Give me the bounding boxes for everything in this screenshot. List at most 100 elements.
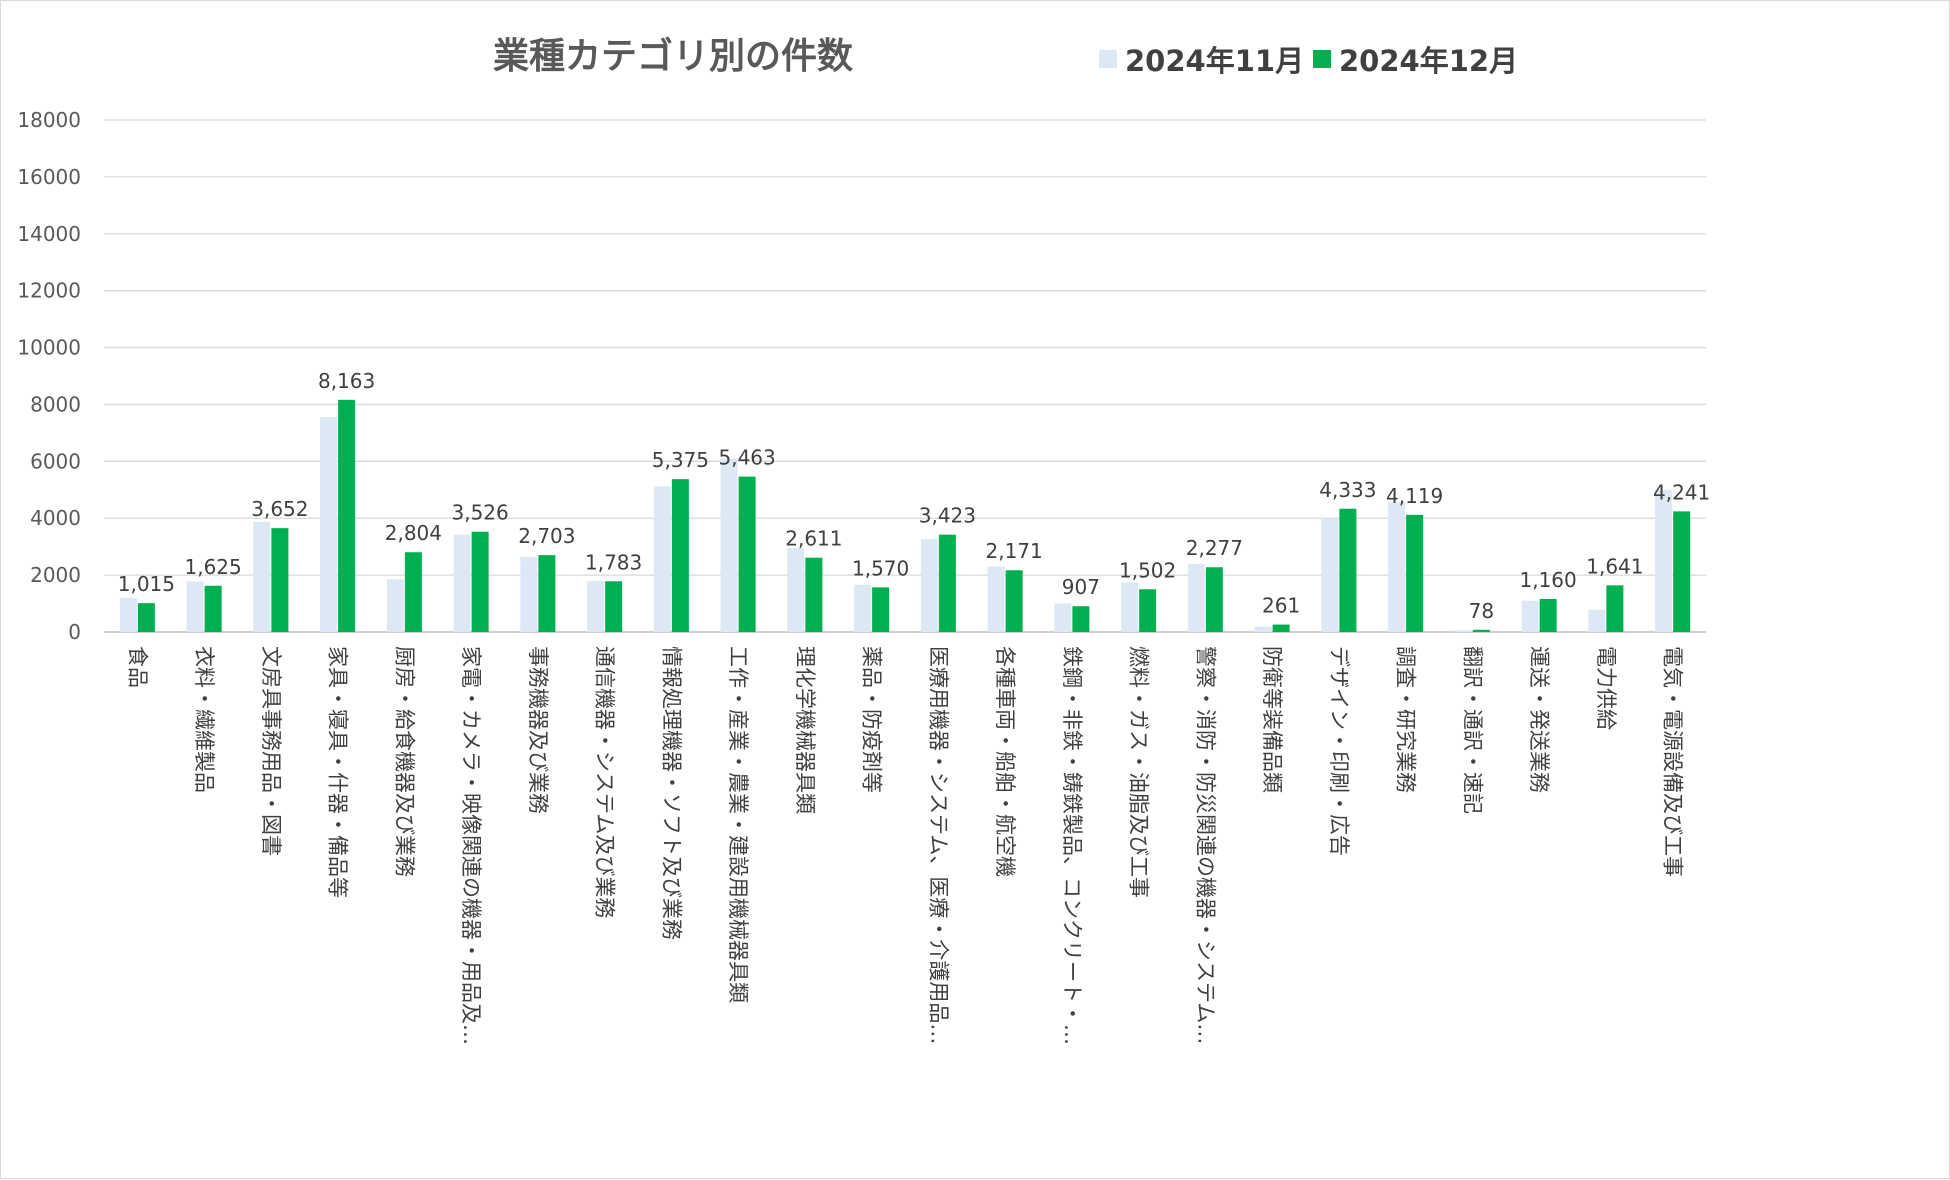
bar-2024-12 xyxy=(1272,624,1290,632)
bar-2024-11 xyxy=(1454,630,1472,632)
data-label-2024-12: 1,641 xyxy=(1586,554,1643,578)
category-label: 各種車両・船舶・航空機 xyxy=(993,646,1017,877)
bar-2024-12 xyxy=(137,603,155,632)
bar-2024-11 xyxy=(587,581,605,632)
data-label-2024-12: 3,652 xyxy=(251,497,308,521)
category-label: 警察・消防・防災関連の機器・システム… xyxy=(1193,646,1217,1044)
bar-2024-11 xyxy=(1054,603,1072,632)
legend-label-nov: 2024年11月 xyxy=(1125,44,1304,78)
category-label: 情報処理機器・ソフト及び業務 xyxy=(659,646,683,940)
category-label: 厨房・給食機器及び業務 xyxy=(392,646,416,877)
bar-2024-11 xyxy=(186,581,204,632)
category-label: 文房具事務用品・図書 xyxy=(259,646,283,856)
bar-2024-11 xyxy=(720,458,738,632)
y-tick-label: 2000 xyxy=(30,563,81,587)
y-tick-label: 4000 xyxy=(30,506,81,530)
bar-2024-11 xyxy=(1121,582,1139,632)
bar-2024-12 xyxy=(1472,629,1490,632)
category-label: 衣料・繊維製品 xyxy=(192,646,216,793)
bar-2024-11 xyxy=(653,486,671,632)
bar-2024-11 xyxy=(1655,489,1673,632)
bar-2024-11 xyxy=(253,521,271,632)
category-label: 翻訳・通訳・速記 xyxy=(1460,646,1484,814)
bar-2024-11 xyxy=(1521,600,1539,632)
bar-2024-12 xyxy=(271,528,289,632)
data-label-2024-12: 4,241 xyxy=(1653,480,1710,504)
bar-2024-12 xyxy=(471,531,489,632)
category-label: 運送・発送業務 xyxy=(1527,646,1551,793)
bar-2024-12 xyxy=(671,479,689,632)
bar-2024-12 xyxy=(1406,514,1424,632)
data-label-2024-12: 2,703 xyxy=(518,524,575,548)
x-axis-categories: 食品 衣料・繊維製品 文房具事務用品・図書 家具・寝具・什器・備品等 厨房・給食機器及び… xyxy=(125,646,1684,1045)
category-label: 工作・産業・農業・建設用機械器具類 xyxy=(726,646,750,1003)
data-label-2024-12: 5,463 xyxy=(718,446,775,470)
data-label-2024-12: 2,804 xyxy=(385,521,442,545)
data-label-2024-12: 78 xyxy=(1469,599,1494,623)
bar-2024-12 xyxy=(1005,570,1023,632)
category-label: 防衛等装備品類 xyxy=(1260,646,1284,793)
category-label: 医療用機器・システム、医療・介護用品… xyxy=(926,646,950,1044)
legend-swatch-nov xyxy=(1099,50,1117,68)
data-label-2024-12: 4,119 xyxy=(1386,484,1443,508)
bar-2024-12 xyxy=(872,587,890,632)
bar-2024-12 xyxy=(1539,599,1557,632)
bars xyxy=(119,399,1691,632)
legend-label-dec: 2024年12月 xyxy=(1339,44,1518,78)
data-label-2024-12: 907 xyxy=(1062,575,1100,599)
bar-2024-11 xyxy=(1388,502,1406,632)
category-label: 食品 xyxy=(125,646,149,688)
y-tick-label: 6000 xyxy=(30,449,81,473)
bar-2024-11 xyxy=(320,416,338,632)
category-label: デザイン・印刷・広告 xyxy=(1327,646,1351,856)
data-label-2024-12: 2,277 xyxy=(1186,536,1243,560)
category-label: 家電・カメラ・映像関連の機器・用品及… xyxy=(459,646,483,1045)
bar-2024-12 xyxy=(738,476,756,632)
category-label: 理化学機械器具類 xyxy=(793,646,817,814)
data-label-2024-12: 1,015 xyxy=(118,572,175,596)
bar-2024-12 xyxy=(404,552,422,632)
legend-swatch-dec xyxy=(1313,50,1331,68)
y-tick-label: 14000 xyxy=(17,222,81,246)
legend: 2024年11月 2024年12月 xyxy=(1099,44,1518,78)
bar-2024-12 xyxy=(1139,589,1157,632)
bar-2024-11 xyxy=(920,538,938,632)
data-label-2024-12: 8,163 xyxy=(318,369,375,393)
data-label-2024-12: 1,570 xyxy=(852,556,909,580)
category-label: 調査・研究業務 xyxy=(1394,646,1418,793)
category-label: 家具・寝具・什器・備品等 xyxy=(326,646,350,898)
bar-2024-12 xyxy=(1072,606,1090,632)
bar-2024-12 xyxy=(338,399,356,632)
bar-2024-12 xyxy=(1205,567,1223,632)
y-tick-label: 8000 xyxy=(30,392,81,416)
chart-title: 業種カテゴリ別の件数 xyxy=(493,35,853,77)
data-label-2024-12: 261 xyxy=(1262,594,1300,618)
data-label-2024-12: 1,160 xyxy=(1519,568,1576,592)
bar-2024-11 xyxy=(386,579,404,632)
bar-2024-12 xyxy=(605,581,623,632)
category-label: 電気・電源設備及び工事 xyxy=(1661,646,1685,877)
y-tick-label: 10000 xyxy=(17,336,81,360)
data-labels: 1,015 1,625 3,652 8,163 2,804 3,526 2,703 1,783… xyxy=(118,369,1711,623)
gridlines xyxy=(104,119,1706,633)
data-label-2024-12: 2,171 xyxy=(985,539,1042,563)
data-label-2024-12: 1,502 xyxy=(1119,558,1176,582)
bar-2024-11 xyxy=(1588,609,1606,632)
bar-2024-12 xyxy=(1606,585,1624,632)
bar-2024-11 xyxy=(453,534,471,632)
bar-2024-12 xyxy=(1673,511,1691,632)
category-label: 通信機器・システム及び業務 xyxy=(593,646,617,918)
data-label-2024-12: 3,526 xyxy=(451,501,508,525)
bar-2024-12 xyxy=(538,555,556,632)
category-label: 事務機器及び業務 xyxy=(526,646,550,814)
data-label-2024-12: 4,333 xyxy=(1319,478,1376,502)
data-label-2024-12: 1,625 xyxy=(184,555,241,579)
bar-2024-12 xyxy=(805,557,823,632)
bar-2024-12 xyxy=(204,585,222,632)
data-label-2024-12: 1,783 xyxy=(585,550,642,574)
bar-2024-11 xyxy=(854,584,872,632)
bar-2024-11 xyxy=(1187,564,1205,632)
bar-2024-11 xyxy=(119,597,137,632)
category-label: 電力供給 xyxy=(1594,646,1618,730)
y-axis-ticks: 0 2000 4000 6000 8000 10000 12000 14000 16000 180… xyxy=(17,108,81,644)
